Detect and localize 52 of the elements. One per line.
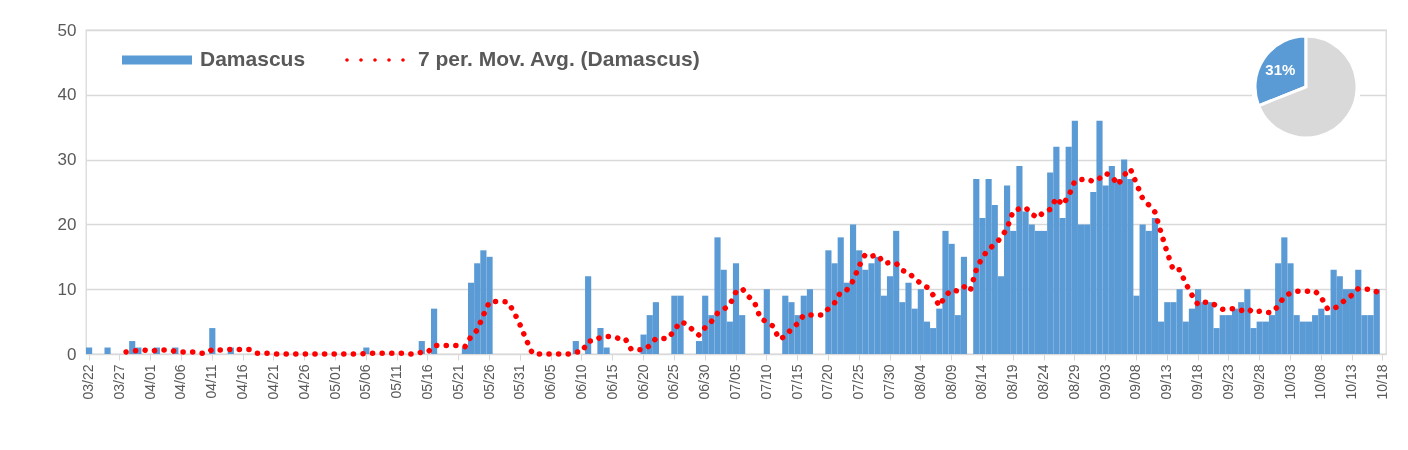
legend-label: Damascus xyxy=(200,47,306,70)
x-tick-label: 05/31 xyxy=(511,364,528,400)
y-tick-label: 50 xyxy=(57,20,77,40)
x-tick-label: 09/13 xyxy=(1158,364,1175,400)
x-tick-label: 03/27 xyxy=(110,364,127,400)
x-tick-label: 08/29 xyxy=(1065,364,1082,400)
x-tick-label: 06/05 xyxy=(542,364,559,400)
x-tick-label: 07/05 xyxy=(727,364,743,400)
x-tick-label: 09/18 xyxy=(1189,364,1206,400)
x-tick-label: 06/15 xyxy=(603,364,620,400)
y-tick-label: 20 xyxy=(57,214,77,234)
x-tick-label: 10/08 xyxy=(1312,364,1329,400)
x-tick-label: 08/09 xyxy=(942,364,959,400)
x-tick-label: 09/28 xyxy=(1250,364,1267,400)
x-tick-label: 07/15 xyxy=(788,364,805,400)
x-tick-label: 05/26 xyxy=(480,364,497,400)
x-tick-label: 08/14 xyxy=(973,364,990,400)
x-tick-label: 09/08 xyxy=(1127,364,1144,400)
y-tick-label: 10 xyxy=(57,279,77,299)
x-tick-label: 05/11 xyxy=(388,364,405,399)
x-tick-label: 07/30 xyxy=(881,364,898,400)
y-tick-label: 40 xyxy=(57,85,77,105)
x-tick-label: 08/04 xyxy=(911,364,928,400)
x-tick-label: 05/01 xyxy=(326,364,343,400)
x-tick-label: 08/24 xyxy=(1035,364,1052,400)
x-tick-label: 07/10 xyxy=(757,364,774,400)
x-tick-label: 06/10 xyxy=(572,364,589,400)
x-tick-label: 06/25 xyxy=(665,364,682,400)
y-tick-label: 0 xyxy=(67,344,77,364)
legend-label: 7 per. Mov. Avg. (Damascus) xyxy=(418,47,700,70)
x-tick-label: 07/20 xyxy=(819,364,836,400)
data-label: 31% xyxy=(1265,60,1296,78)
x-tick-label: 06/30 xyxy=(696,364,713,400)
x-tick-label: 04/16 xyxy=(234,364,251,400)
x-tick-label: 04/01 xyxy=(141,364,158,400)
x-tick-label: 04/06 xyxy=(172,364,189,400)
x-tick-label: 05/16 xyxy=(418,364,435,400)
x-tick-label: 08/19 xyxy=(1004,364,1021,400)
x-tick-label: 09/23 xyxy=(1219,364,1236,400)
x-tick-label: 03/22 xyxy=(80,364,97,400)
x-tick-label: 05/06 xyxy=(357,364,374,400)
x-tick-label: 06/20 xyxy=(634,364,651,400)
x-tick-label: 10/18 xyxy=(1373,364,1390,400)
y-tick-label: 30 xyxy=(57,150,77,170)
x-tick-label: 07/25 xyxy=(850,364,867,400)
x-tick-label: 09/03 xyxy=(1096,364,1113,400)
x-tick-label: 04/21 xyxy=(264,364,281,400)
x-tick-label: 10/03 xyxy=(1281,364,1298,400)
x-tick-label: 10/13 xyxy=(1343,364,1360,400)
x-tick-label: 04/11 xyxy=(203,364,220,399)
x-tick-label: 04/26 xyxy=(295,364,312,400)
x-tick-label: 05/21 xyxy=(449,364,466,400)
